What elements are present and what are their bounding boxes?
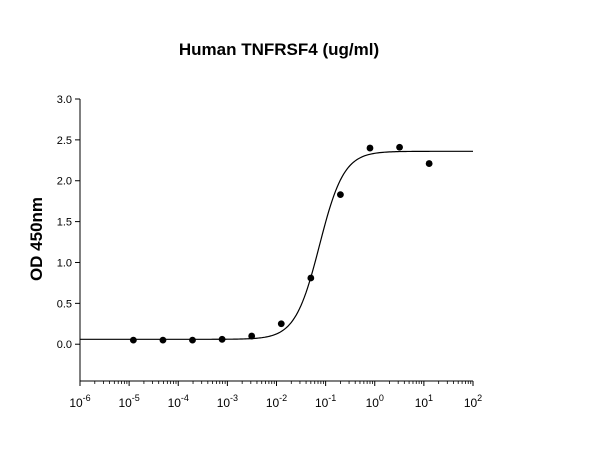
- y-axis-label: OD 450nm: [27, 197, 46, 281]
- y-tick-label: 1.0: [57, 257, 72, 269]
- x-tick-label: 101: [415, 393, 433, 410]
- data-point: [337, 191, 344, 199]
- x-axis-ticks: 10-6 10-5 10-4 10-3 10-2 10-1 100 101 102: [69, 381, 482, 410]
- fit-curve: [80, 150, 473, 340]
- data-point: [366, 144, 374, 152]
- y-tick-label: 1.5: [57, 217, 72, 229]
- data-point: [129, 336, 137, 344]
- x-tick-label: 10-1: [315, 393, 336, 410]
- x-tick-label: 100: [366, 393, 384, 410]
- x-tick-label: 10-2: [266, 393, 287, 410]
- data-point: [396, 143, 403, 151]
- y-tick-label: 0.0: [57, 339, 72, 351]
- x-tick-label: 10-3: [217, 393, 238, 410]
- data-point: [189, 336, 196, 344]
- data-point: [277, 320, 285, 328]
- data-point: [307, 274, 315, 282]
- x-tick-label: 102: [464, 393, 482, 410]
- y-tick-label: 2.5: [57, 135, 72, 147]
- axes: [79, 99, 473, 382]
- data-point: [159, 336, 167, 344]
- x-tick-label: 10-4: [168, 393, 189, 410]
- y-tick-label: 2.0: [57, 176, 72, 188]
- data-points: [129, 143, 433, 344]
- y-tick-label: 3.0: [57, 94, 72, 106]
- chart-title: Human TNFRSF4 (ug/ml): [179, 40, 379, 59]
- y-axis-ticks: 0.0 0.5 1.0 1.5 2.0 2.5 3.0: [57, 94, 80, 351]
- x-tick-label: 10-6: [69, 393, 90, 410]
- y-tick-label: 0.5: [57, 298, 72, 310]
- data-point: [218, 335, 226, 343]
- data-point: [248, 332, 256, 340]
- data-point: [425, 160, 433, 167]
- x-tick-label: 10-5: [118, 393, 139, 410]
